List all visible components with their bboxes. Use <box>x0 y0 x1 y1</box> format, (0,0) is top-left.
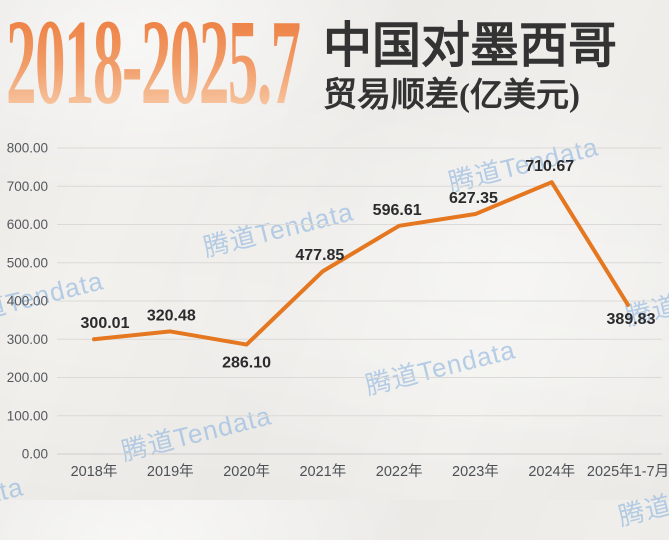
y-axis-tick-label: 100.00 <box>7 408 48 423</box>
title-line2-wrap: 贸易顺差(亿美元) <box>323 78 617 114</box>
title-line1: 中国对墨西哥 <box>323 18 618 73</box>
y-axis-tick-label: 600.00 <box>7 217 48 232</box>
y-axis-tick-label: 700.00 <box>7 179 48 194</box>
data-point-label: 477.85 <box>295 247 344 264</box>
data-point-label: 320.48 <box>147 307 196 324</box>
trade-surplus-line-chart: 800.00 700.00 600.00 500.00 400.00 300.00 200.… <box>7 141 669 481</box>
x-axis-tick-label: 2025年1-7月 <box>587 463 669 480</box>
title-year-range: 2018-2025.7 <box>6 0 301 130</box>
x-axis-tick-label: 2018年 <box>71 463 118 480</box>
x-axis-tick-label: 2021年 <box>299 463 346 480</box>
title-block: 中国对墨西哥 贸易顺差(亿美元) <box>323 18 618 114</box>
y-axis-tick-label: 400.00 <box>7 294 48 309</box>
x-axis-tick-label: 2019年 <box>147 463 194 480</box>
data-point-label: 300.01 <box>81 315 130 332</box>
y-axis-tick-label: 500.00 <box>7 255 48 270</box>
x-axis-tick-label: 2020年 <box>223 463 270 480</box>
trade-surplus-line <box>92 180 630 347</box>
title-unit: (亿美元) <box>459 77 580 114</box>
y-axis-tick-label: 0.00 <box>22 447 48 462</box>
x-axis-tick-label: 2024年 <box>528 463 575 480</box>
data-point-label: 710.67 <box>525 158 574 175</box>
y-axis-tick-label: 200.00 <box>7 370 48 385</box>
x-axis-tick-label: 2022年 <box>376 463 423 480</box>
title-line2: 贸易顺差 <box>323 76 459 114</box>
x-axis-tick-label: 2023年 <box>452 463 499 480</box>
y-axis-tick-label: 300.00 <box>7 332 48 347</box>
y-axis-tick-label: 800.00 <box>7 141 48 156</box>
data-point-label: 627.35 <box>449 190 498 207</box>
data-point-label: 286.10 <box>222 355 271 372</box>
data-point-label: 389.83 <box>607 311 656 328</box>
data-point-label: 596.61 <box>373 202 422 219</box>
